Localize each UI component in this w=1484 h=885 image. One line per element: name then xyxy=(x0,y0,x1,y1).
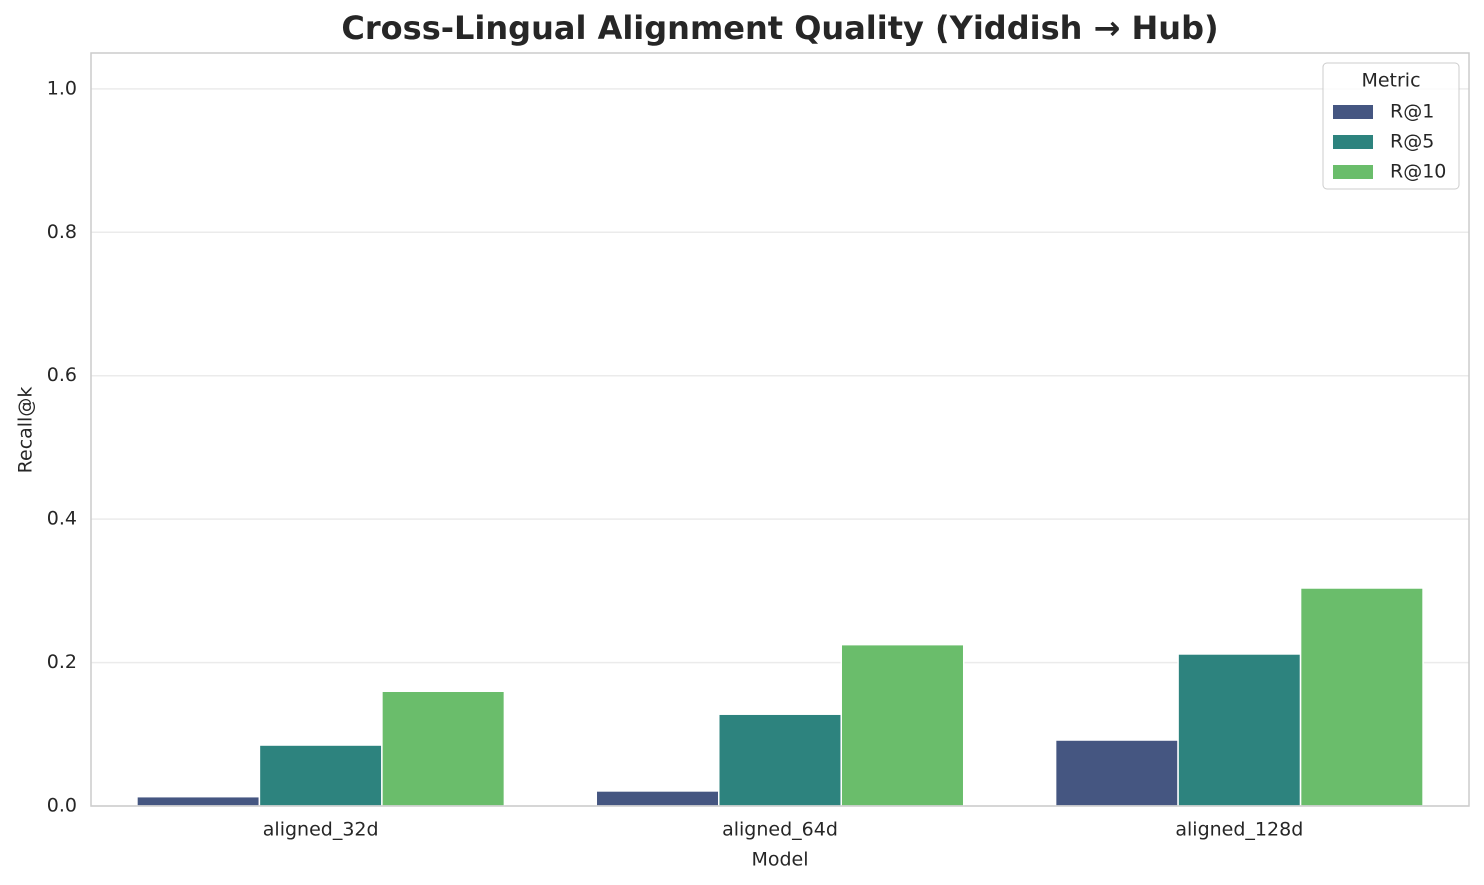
legend-title: Metric xyxy=(1361,70,1420,92)
legend-swatch xyxy=(1333,165,1373,179)
bar xyxy=(840,643,965,807)
chart-title: Cross-Lingual Alignment Quality (Yiddish… xyxy=(341,9,1218,47)
bar xyxy=(1299,587,1424,807)
legend-swatch xyxy=(1333,105,1373,119)
x-tick-label: aligned_64d xyxy=(722,819,838,841)
bar xyxy=(381,690,506,807)
y-tick-label: 0.6 xyxy=(47,364,77,386)
x-axis-label: Model xyxy=(751,849,808,871)
y-tick-label: 0.2 xyxy=(47,651,77,673)
plot-frame xyxy=(90,52,1470,807)
x-tick-label: aligned_32d xyxy=(263,819,379,841)
legend-label: R@1 xyxy=(1390,101,1434,123)
legend: Metric R@1 R@5 R@10 xyxy=(1322,62,1460,190)
y-tick-label: 0.4 xyxy=(47,508,77,530)
bar xyxy=(258,744,383,807)
legend-label: R@10 xyxy=(1390,161,1446,183)
y-tick-label: 1.0 xyxy=(47,77,77,99)
bar xyxy=(1177,653,1302,807)
legend-swatch xyxy=(1333,135,1373,149)
bar xyxy=(1054,739,1179,807)
x-tick-label: aligned_128d xyxy=(1175,819,1303,841)
legend-frame xyxy=(1322,62,1460,190)
y-tick-label: 0.0 xyxy=(47,795,77,817)
y-tick-label: 0.8 xyxy=(47,221,77,243)
y-axis-label: Recall@k xyxy=(15,387,37,474)
bar xyxy=(595,790,720,807)
bar xyxy=(718,713,842,807)
legend-label: R@5 xyxy=(1390,131,1434,153)
bar xyxy=(136,795,261,807)
